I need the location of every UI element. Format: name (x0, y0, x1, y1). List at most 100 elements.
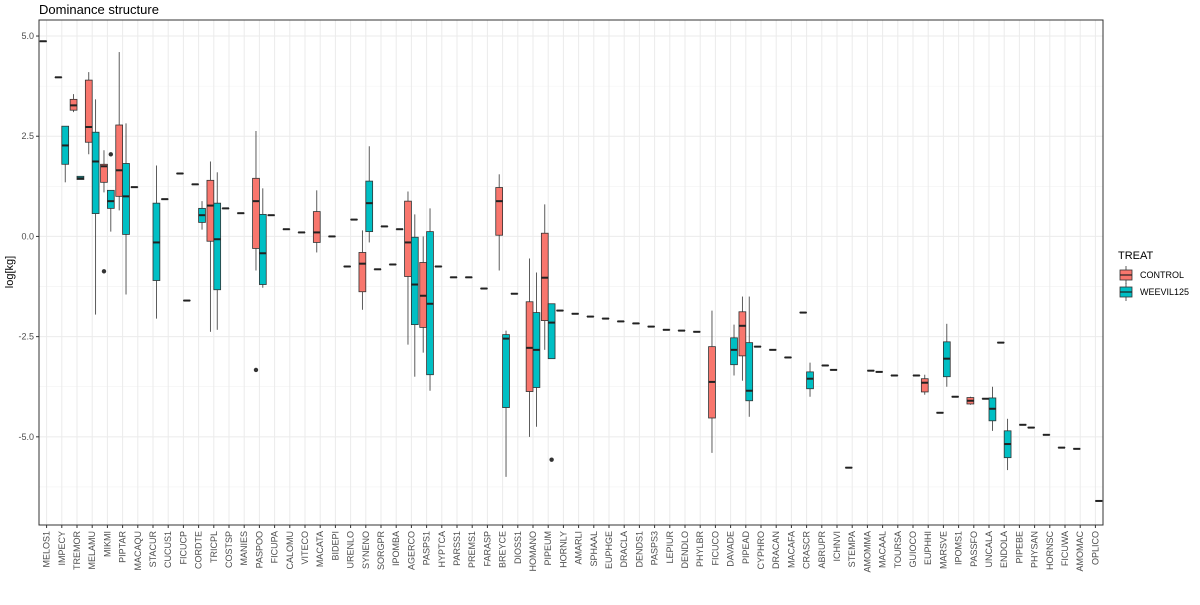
y-tick-label: -2.5 (18, 332, 34, 342)
box-body (253, 178, 260, 248)
x-tick-label: CYPHRO (756, 531, 766, 570)
y-axis-title: log[kg] (4, 256, 16, 288)
x-tick-label: MARSVE (938, 531, 948, 569)
box-body (503, 335, 510, 408)
x-tick-label: AMOMMA (862, 531, 872, 573)
x-tick-label: IPOMBA (391, 531, 401, 566)
legend-item-weevil125: WEEVIL125 (1120, 283, 1189, 301)
chart-title: Dominance structure (39, 2, 159, 17)
box-control-melamu (85, 72, 92, 154)
box-body (116, 125, 123, 196)
x-tick-label: HOMANO (528, 531, 538, 572)
x-tick-label: PHYSAN (1030, 531, 1040, 568)
x-tick-label: ICHNVI (832, 531, 842, 562)
legend-title: TREAT (1118, 250, 1154, 262)
box-body (496, 188, 503, 236)
x-tick-label: AMOMAC (1075, 530, 1085, 571)
box-body (366, 181, 373, 232)
x-tick-label: CALOMU (285, 531, 295, 570)
x-tick-label: MELOS1 (42, 531, 52, 568)
x-tick-label: MACAAL (878, 531, 888, 568)
x-tick-label: EUPHGE (604, 531, 614, 569)
outlier-point (549, 457, 553, 461)
x-tick-label: DIOSS1 (513, 531, 523, 564)
legend-label: CONTROL (1140, 270, 1184, 280)
box-body (92, 132, 99, 213)
y-tick-label: 0.0 (21, 231, 34, 241)
x-tick-label: VITECO (300, 531, 310, 565)
x-tick-label: MELAMU (87, 531, 97, 570)
box-body (921, 379, 928, 392)
y-tick-label: -5.0 (18, 432, 34, 442)
x-tick-label: FICUWA (1060, 531, 1070, 566)
x-tick-label: FICUCP (178, 531, 188, 565)
x-tick-label: PASSFO (969, 531, 979, 567)
y-tick-label: 5.0 (21, 31, 34, 41)
box-body (731, 338, 738, 365)
legend-item-control: CONTROL (1120, 266, 1184, 284)
x-tick-label: TOURSA (893, 531, 903, 568)
x-tick-label: URENLO (346, 531, 356, 569)
x-tick-label: PIPEUM (543, 531, 553, 566)
x-tick-label: COSTSP (224, 531, 234, 568)
legend: TREAT CONTROL WEEVIL125 (1118, 250, 1189, 301)
box-body (548, 304, 555, 359)
x-tick-label: ABRUPR (817, 531, 827, 569)
x-tick-label: PASPS3 (650, 531, 660, 565)
box-body (739, 312, 746, 356)
x-tick-label: GUIOCO (908, 531, 918, 568)
box-body (313, 212, 320, 243)
x-tick-label: CUCUS1 (163, 531, 173, 568)
x-tick-label: STEMPA (847, 531, 857, 567)
box-body (359, 252, 366, 291)
x-tick-label: HORNSC (1045, 531, 1055, 571)
x-tick-label: SORGPR (376, 531, 386, 571)
box-body (405, 201, 412, 276)
box-body (85, 80, 92, 142)
x-tick-label: PREMS1 (467, 531, 477, 568)
x-tick-label: FARASP (482, 531, 492, 567)
box-body (807, 372, 814, 389)
x-tick-label: DAVADE (726, 531, 736, 567)
plot-area: 5.0 2.5 0.0 -2.5 -5.0 MELOS1 IMPECY TREMOR MELAM… (18, 20, 1103, 573)
box-body (746, 343, 753, 401)
box-body (214, 203, 221, 290)
x-tick-label: DRACAN (771, 531, 781, 569)
x-tick-label: BIDEPI (330, 531, 340, 561)
x-tick-label: IMPECY (57, 531, 67, 566)
x-tick-label: FICUCO (710, 531, 720, 566)
x-tick-label: CRASCR (802, 531, 812, 570)
x-tick-label: STACUR (148, 531, 158, 568)
x-tick-label: HYPTCA (437, 531, 447, 568)
x-tick-label: PIPEAD (741, 531, 751, 565)
box-control-passfo (967, 397, 974, 405)
x-tick-label: MANIES (239, 531, 249, 566)
legend-label: WEEVIL125 (1140, 287, 1189, 297)
x-tick-label: MACAFA (786, 531, 796, 568)
x-tick-label: MACATA (315, 531, 325, 567)
x-tick-label: EUPHHI (923, 531, 933, 565)
x-tick-label: SYNENO (361, 531, 371, 569)
y-tick-label: 2.5 (21, 131, 34, 141)
box-body (411, 237, 418, 324)
outlier-point (102, 269, 106, 273)
x-tick-label: ENDOLA (999, 531, 1009, 568)
x-tick-label: PIPTAR (118, 531, 128, 563)
x-tick-label: DRACLA (619, 531, 629, 568)
box-body (123, 163, 130, 234)
x-tick-label: PASPS1 (422, 531, 432, 565)
x-tick-label: CORDTE (194, 531, 204, 569)
x-tick-label: DENDLO (680, 531, 690, 569)
box-weevil125-tremor (77, 176, 84, 179)
x-tick-label: PHYLBR (695, 531, 705, 568)
x-tick-label: UNCALA (984, 531, 994, 568)
x-tick-label: MACAQU (133, 531, 143, 571)
box-weevil125-pasps1 (427, 208, 434, 390)
x-tick-label: PASPOO (254, 531, 264, 568)
x-tick-label: MIKMI (102, 531, 112, 557)
box-body (207, 180, 214, 241)
outlier-point (254, 368, 258, 372)
x-tick-label: DENDS1 (634, 531, 644, 568)
x-tick-label: SPHAAL (589, 531, 599, 567)
x-tick-label: TREMOR (72, 531, 82, 570)
